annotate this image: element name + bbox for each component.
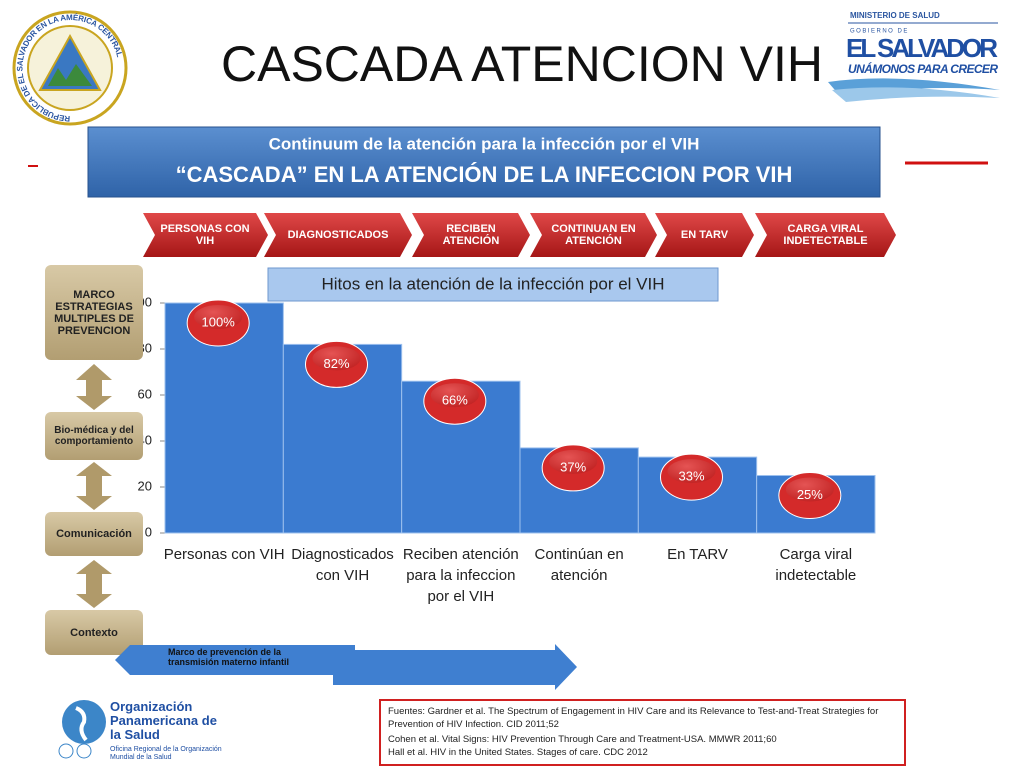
value-label: 66% bbox=[442, 393, 468, 408]
value-badge-shine bbox=[194, 305, 243, 329]
side-boxes bbox=[45, 265, 143, 655]
org-name: Organización Panamericana de la Salud bbox=[110, 699, 217, 742]
value-badge-shine bbox=[549, 449, 598, 474]
org-sub: Oficina Regional de la Organización Mund… bbox=[110, 746, 222, 761]
ministry: MINISTERIO DE SALUD bbox=[850, 11, 940, 20]
step-label: CONTINUAN EN ATENCIÓN bbox=[551, 223, 636, 247]
banner-line2: “CASCADA” EN LA ATENCIÓN DE LA INFECCION… bbox=[176, 162, 793, 187]
y-tick-label: 20 bbox=[138, 478, 152, 493]
side-box-label: Bio-médica y del comportamiento bbox=[54, 425, 134, 447]
x-tick-label: Carga viral indetectable bbox=[775, 546, 857, 584]
x-tick-label: Continúan en atención bbox=[534, 546, 624, 584]
ops-logo bbox=[58, 700, 106, 759]
step-label: PERSONAS CON VIH bbox=[160, 223, 250, 247]
bottom-arrow bbox=[115, 644, 577, 690]
value-badge-shine bbox=[667, 459, 716, 484]
value-label: 33% bbox=[678, 469, 704, 484]
value-badge-shine bbox=[430, 383, 479, 408]
x-tick-label: Reciben atención para la infeccion por e… bbox=[402, 546, 519, 605]
value-label: 100% bbox=[202, 314, 236, 329]
sources: Cohen et al. Vital Signs: HIV Prevention… bbox=[388, 734, 777, 745]
value-label: 82% bbox=[323, 356, 349, 371]
value-badge-shine bbox=[785, 477, 834, 502]
x-tick-label: Diagnosticados con VIH bbox=[291, 546, 394, 584]
step-label: EN TARV bbox=[680, 229, 729, 241]
slogan: UNÁMONOS PARA CRECER bbox=[848, 61, 998, 76]
sources: Fuentes: Gardner et al. The Spectrum of … bbox=[388, 706, 879, 730]
sources-box bbox=[379, 699, 906, 766]
value-label: 25% bbox=[797, 487, 823, 502]
y-tick-label: 60 bbox=[138, 386, 152, 401]
banner bbox=[87, 126, 881, 198]
step-label: DIAGNOSTICADOS bbox=[287, 229, 389, 241]
value-label: 37% bbox=[560, 459, 586, 474]
ministry-logo: MINISTERIO DE SALUD GOBIERNO DE EL SALVA… bbox=[828, 11, 1000, 102]
chart-title-box bbox=[267, 267, 719, 302]
y-tick-label: 0 bbox=[145, 524, 152, 539]
bottom-arrow-label: Marco de prevención de la transmisión ma… bbox=[168, 647, 290, 667]
side-box-label: Comunicación bbox=[56, 528, 132, 540]
value-badge-shine bbox=[312, 346, 361, 371]
slide-title: CASCADA ATENCION VIH bbox=[221, 36, 823, 92]
x-tick-label: En TARV bbox=[667, 546, 728, 563]
banner-line1: Continuum de la atención para la infecci… bbox=[269, 134, 700, 153]
sources: Hall et al. HIV in the United States. St… bbox=[388, 747, 648, 758]
step-label: RECIBEN ATENCIÓN bbox=[442, 223, 500, 247]
chart-title: Hitos en la atención de la infección por… bbox=[321, 274, 664, 293]
side-box-label: MARCO ESTRATEGIAS MULTIPLES DE PREVENCIO… bbox=[54, 288, 134, 337]
country: EL SALVADOR bbox=[846, 33, 998, 63]
side-box-label: Contexto bbox=[70, 626, 118, 639]
step-label: CARGA VIRAL INDETECTABLE bbox=[783, 223, 868, 247]
steps bbox=[143, 213, 896, 257]
government: GOBIERNO DE bbox=[850, 29, 909, 35]
seal: REPÚBLICA DE EL SALVADOR EN LA AMÉRICA C… bbox=[12, 10, 128, 126]
x-tick-label: Personas con VIH bbox=[163, 546, 285, 563]
